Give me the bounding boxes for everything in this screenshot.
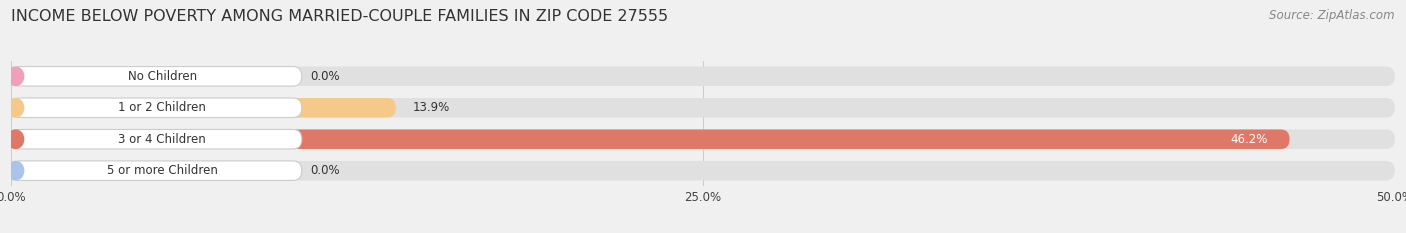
FancyBboxPatch shape	[11, 98, 1395, 117]
FancyBboxPatch shape	[11, 161, 302, 180]
FancyBboxPatch shape	[11, 67, 302, 86]
Text: 1 or 2 Children: 1 or 2 Children	[118, 101, 207, 114]
FancyBboxPatch shape	[11, 98, 302, 117]
Text: 13.9%: 13.9%	[412, 101, 450, 114]
FancyBboxPatch shape	[11, 161, 1395, 180]
FancyBboxPatch shape	[11, 161, 34, 180]
Text: Source: ZipAtlas.com: Source: ZipAtlas.com	[1270, 9, 1395, 22]
Text: 5 or more Children: 5 or more Children	[107, 164, 218, 177]
FancyBboxPatch shape	[11, 130, 1395, 149]
Circle shape	[7, 67, 24, 86]
FancyBboxPatch shape	[11, 98, 396, 117]
Text: INCOME BELOW POVERTY AMONG MARRIED-COUPLE FAMILIES IN ZIP CODE 27555: INCOME BELOW POVERTY AMONG MARRIED-COUPL…	[11, 9, 668, 24]
Text: 3 or 4 Children: 3 or 4 Children	[118, 133, 207, 146]
FancyBboxPatch shape	[11, 67, 1395, 86]
Circle shape	[7, 130, 24, 148]
Circle shape	[7, 161, 24, 180]
Text: 46.2%: 46.2%	[1230, 133, 1267, 146]
FancyBboxPatch shape	[11, 130, 1289, 149]
Text: 0.0%: 0.0%	[311, 70, 340, 83]
Text: 0.0%: 0.0%	[311, 164, 340, 177]
FancyBboxPatch shape	[11, 130, 302, 149]
FancyBboxPatch shape	[11, 67, 34, 86]
Circle shape	[7, 99, 24, 117]
Text: No Children: No Children	[128, 70, 197, 83]
